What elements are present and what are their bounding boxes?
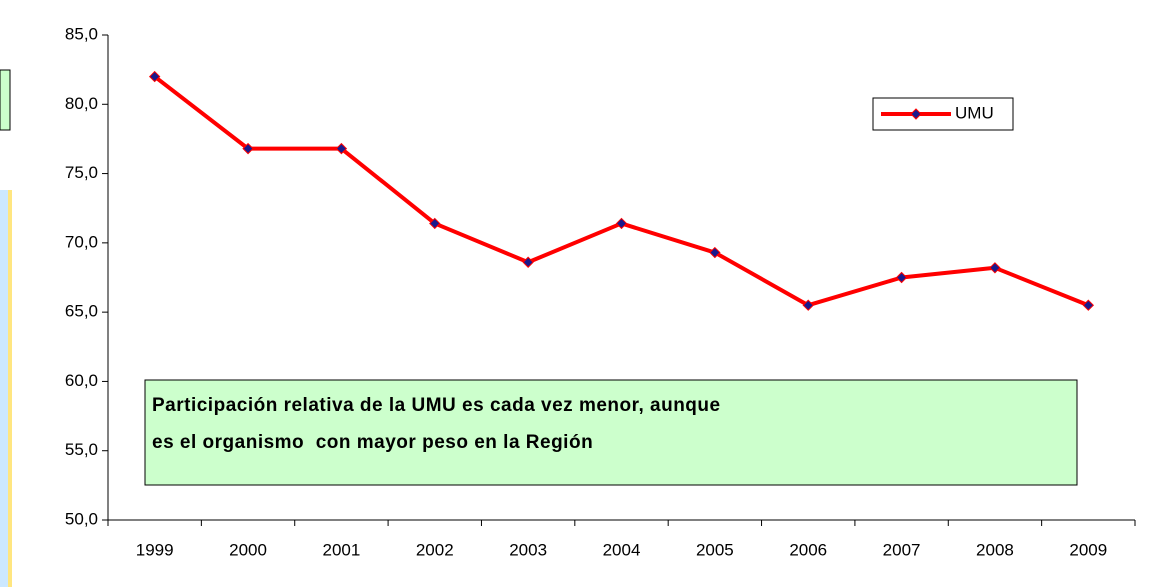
x-tick-label: 2002 — [416, 540, 454, 559]
x-tick-label: 2000 — [229, 540, 267, 559]
point-marker — [989, 262, 1001, 274]
point-marker — [522, 256, 534, 268]
x-tick-label: 2006 — [789, 540, 827, 559]
side-decor — [0, 69, 11, 131]
point-marker — [709, 246, 721, 259]
side-decor — [0, 190, 10, 587]
annotation-text: es el organismo con mayor peso en la Reg… — [152, 432, 593, 453]
side-decor — [8, 190, 12, 587]
y-tick-label: 60,0 — [65, 371, 98, 390]
annotation-text: Participación relativa de la UMU es cada… — [152, 395, 721, 416]
y-tick-label: 55,0 — [65, 440, 98, 459]
y-tick-label: 75,0 — [65, 163, 98, 182]
annotation-box — [144, 379, 1078, 486]
x-tick-label: 2007 — [883, 540, 921, 559]
legend-marker — [910, 108, 922, 120]
x-tick-label: 1999 — [136, 540, 174, 559]
y-tick-label: 80,0 — [65, 94, 98, 113]
y-tick-label: 50,0 — [65, 509, 98, 528]
point-marker — [429, 217, 441, 230]
point-marker — [895, 271, 908, 284]
x-tick-label: 2001 — [322, 540, 360, 559]
y-tick-label: 65,0 — [65, 302, 98, 321]
point-marker — [802, 299, 814, 311]
x-tick-label: 2009 — [1069, 540, 1107, 559]
legend-label: UMU — [955, 103, 994, 122]
point-marker — [148, 70, 161, 83]
point-marker — [1082, 299, 1095, 311]
x-tick-label: 2004 — [603, 540, 641, 559]
y-tick-label: 85,0 — [65, 24, 98, 43]
y-tick-label: 70,0 — [65, 232, 98, 251]
x-tick-label: 2003 — [509, 540, 547, 559]
point-marker — [242, 142, 254, 155]
x-tick-label: 2008 — [976, 540, 1014, 559]
x-tick-label: 2005 — [696, 540, 734, 559]
point-marker — [615, 217, 628, 230]
point-marker — [335, 142, 348, 155]
